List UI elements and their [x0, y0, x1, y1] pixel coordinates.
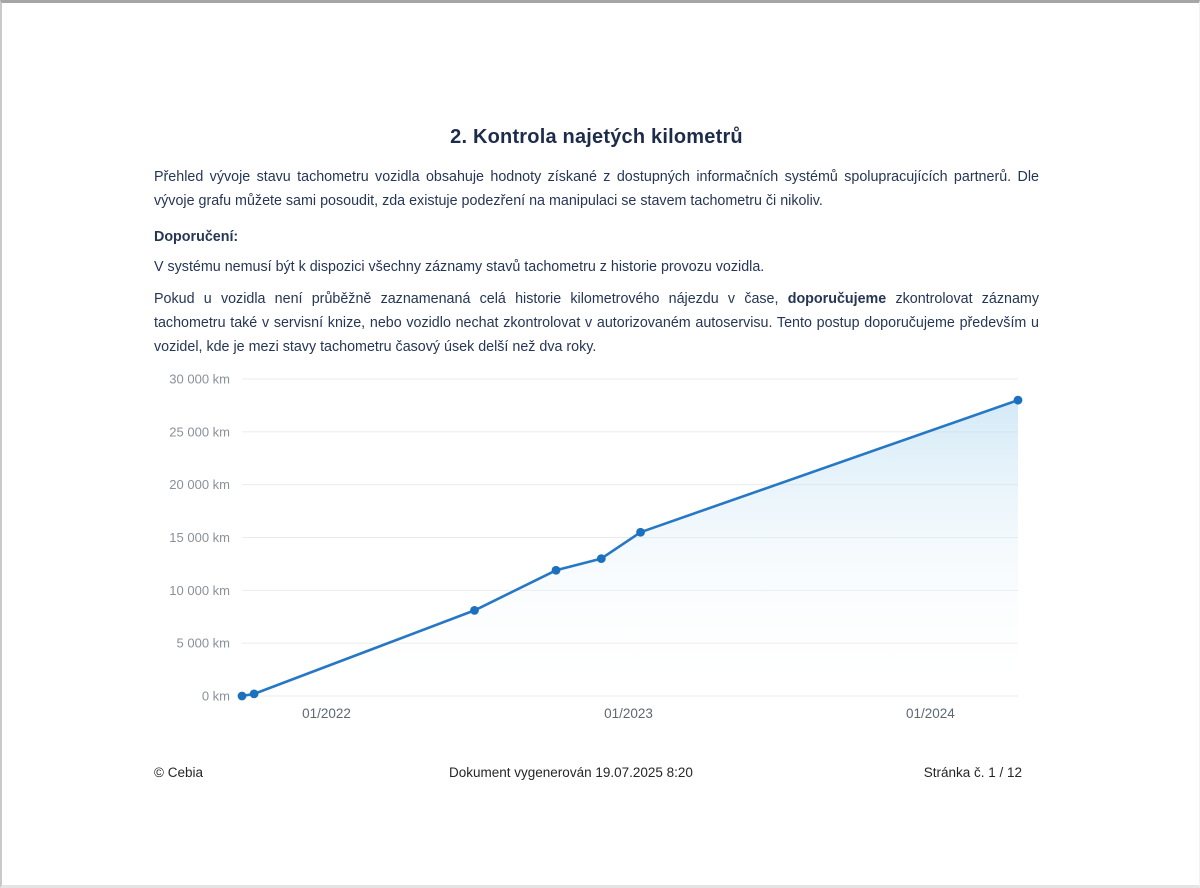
- recommendation-paragraph-run1: Pokud u vozidla není průběžně zaznamenan…: [154, 291, 788, 307]
- recommendation-paragraph: Pokud u vozidla není průběžně zaznamenan…: [154, 287, 1039, 359]
- data-point-marker: [1013, 395, 1023, 405]
- y-tick-label: 25 000 km: [169, 424, 230, 439]
- y-tick-label: 5 000 km: [177, 636, 230, 651]
- recommendation-paragraph-run2: zkontrolovat záznamy tachometru také v s…: [154, 291, 1039, 355]
- mileage-chart-container: 0 km 5 000 km 10 000 km 15 000 km 20 000 km 2…: [152, 363, 1042, 728]
- y-tick-label: 30 000 km: [169, 372, 230, 387]
- x-tick-label: 01/2023: [604, 706, 653, 721]
- y-tick-label: 0 km: [202, 689, 230, 704]
- recommendation-heading: Doporučení:: [154, 229, 239, 245]
- footer-generated-timestamp: Dokument vygenerován 19.07.2025 8:20: [449, 765, 693, 780]
- data-point-marker: [470, 606, 479, 615]
- recommendation-paragraph-bold: doporučujeme: [787, 291, 887, 307]
- data-point-marker: [596, 554, 606, 564]
- page-title: 2. Kontrola najetých kilometrů: [450, 126, 743, 149]
- x-tick-label: 01/2022: [302, 706, 351, 721]
- series-layer: [237, 395, 1023, 701]
- data-point-marker: [249, 689, 259, 699]
- axis-labels-layer: 0 km 5 000 km 10 000 km 15 000 km 20 000 km 2…: [169, 372, 955, 722]
- footer-page-number: Stránka č. 1 / 12: [923, 765, 1022, 780]
- data-point-marker: [551, 565, 561, 575]
- x-tick-label: 01/2024: [906, 706, 955, 721]
- footer-copyright: © Cebia: [154, 765, 203, 780]
- data-point-marker: [636, 527, 645, 537]
- mileage-chart: 0 km 5 000 km 10 000 km 15 000 km 20 000 km 2…: [169, 372, 1023, 722]
- system-note-paragraph: V systému nemusí být k dispozici všechny…: [154, 259, 765, 275]
- data-point-marker: [237, 691, 247, 701]
- y-tick-label: 20 000 km: [169, 477, 230, 492]
- mileage-area-fill: [242, 400, 1018, 696]
- y-tick-label: 15 000 km: [169, 530, 230, 545]
- y-tick-label: 10 000 km: [169, 583, 230, 598]
- intro-paragraph: Přehled vývoje stavu tachometru vozidla …: [154, 169, 1039, 209]
